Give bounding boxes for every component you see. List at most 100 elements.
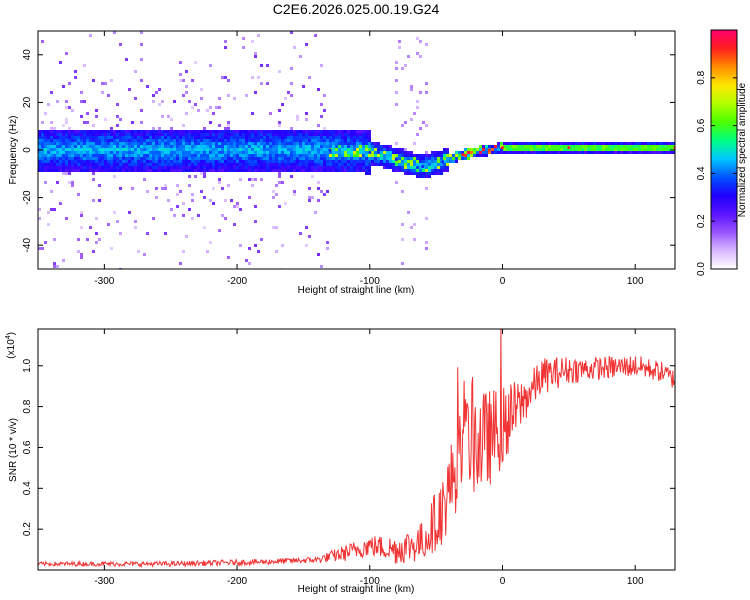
spectrogram-cell [218, 154, 221, 157]
spectrogram-cell [200, 154, 203, 157]
spectrogram-cell [398, 154, 401, 157]
spectrogram-cell [227, 142, 230, 145]
spectrogram-cell [470, 154, 473, 157]
spectrogram-cell [143, 148, 146, 151]
spectrogram-cell [545, 151, 548, 154]
spectrogram-cell [212, 145, 215, 148]
spectrogram-cell [56, 133, 59, 136]
spectrogram-cell [239, 178, 242, 181]
spectrogram-cell [290, 133, 293, 136]
spectrogram-cell [278, 169, 281, 172]
spectrogram-cell [671, 151, 674, 154]
spectrogram-cell [467, 157, 470, 160]
spectrogram-cell [215, 106, 218, 109]
spectrogram-cell [104, 82, 107, 85]
spectrogram-cell [293, 193, 296, 196]
spectrogram-cell [317, 181, 320, 184]
snr-multiplier: (x104) [5, 332, 17, 359]
spectrogram-cell [134, 169, 137, 172]
spectrogram-cell [314, 142, 317, 145]
spectrogram-cell [509, 142, 512, 145]
spectrogram-cell [578, 142, 581, 145]
spectrogram-cell [122, 166, 125, 169]
spectrogram-cell [338, 139, 341, 142]
spectrogram-cell [644, 151, 647, 154]
spectrogram-cell [158, 169, 161, 172]
spectrogram-cell [116, 124, 119, 127]
spectrogram-cell [92, 136, 95, 139]
spectrogram-cell [593, 151, 596, 154]
spectrogram-cell [608, 142, 611, 145]
spectrogram-cell [113, 145, 116, 148]
spectrogram-cell [206, 250, 209, 253]
spectrogram-cell [620, 142, 623, 145]
spectrogram-cell [209, 130, 212, 133]
spectrogram-cell [293, 133, 296, 136]
spectrogram-cell [71, 109, 74, 112]
spectrogram-cell [272, 190, 275, 193]
spectrogram-cell [92, 160, 95, 163]
spectrogram-cell [119, 187, 122, 190]
spectrogram-cell [353, 142, 356, 145]
spectrogram-cell [251, 178, 254, 181]
spectrogram-cell [287, 151, 290, 154]
spectrogram-cell [179, 148, 182, 151]
spectrogram-cell [623, 151, 626, 154]
spectrogram-cell [419, 91, 422, 94]
spectrogram-cell [302, 166, 305, 169]
spectrogram-cell [200, 139, 203, 142]
spectrogram-cell [137, 130, 140, 133]
spectrogram-cell [134, 133, 137, 136]
spectrogram-cell [338, 151, 341, 154]
spectrogram-cell [182, 202, 185, 205]
spectrogram-cell [110, 247, 113, 250]
spectrogram-cell [410, 88, 413, 91]
spectrogram-cell [248, 166, 251, 169]
spectrogram-cell [410, 160, 413, 163]
spectrogram-cell [134, 166, 137, 169]
spectrogram-cell [128, 166, 131, 169]
spectrogram-cell [461, 157, 464, 160]
spectrogram-cell [368, 136, 371, 139]
spectrogram-cell [104, 139, 107, 142]
spectrogram-cell [170, 169, 173, 172]
spectrogram-cell [341, 151, 344, 154]
spectrogram-cell [275, 157, 278, 160]
spectrogram-cell [212, 112, 215, 115]
spectrogram-cell [353, 169, 356, 172]
spectrogram-cell [536, 148, 539, 151]
spectrogram-cell [143, 133, 146, 136]
spectrogram-cell [290, 127, 293, 130]
spectrogram-cell [251, 133, 254, 136]
spectrogram-cell [83, 136, 86, 139]
spectrogram-cell [284, 142, 287, 145]
spectrogram-cell [362, 145, 365, 148]
spectrogram-cell [227, 157, 230, 160]
spectrogram-cell [98, 169, 101, 172]
spectrogram-cell [92, 199, 95, 202]
spectrogram-cell [122, 133, 125, 136]
spectrogram-cell [185, 163, 188, 166]
spectrogram-cell [38, 145, 41, 148]
spectrogram-cell [71, 154, 74, 157]
spectrogram-cell [359, 169, 362, 172]
spectrogram-cell [665, 145, 668, 148]
spectrogram-cell [362, 163, 365, 166]
spectrogram-cell [236, 154, 239, 157]
spectrogram-cell [167, 145, 170, 148]
spectrogram-cell [176, 139, 179, 142]
spectrogram-cell [137, 154, 140, 157]
spectrogram-cell [245, 169, 248, 172]
spectrogram-cell [170, 127, 173, 130]
spectrogram-cell [542, 145, 545, 148]
spectrogram-cell [221, 166, 224, 169]
spectrogram-cell [221, 148, 224, 151]
spectrogram-cell [53, 160, 56, 163]
spectrogram-cell [59, 166, 62, 169]
snr-multiplier-close: ) [6, 332, 17, 335]
spectrogram-cell [86, 160, 89, 163]
spectrogram-cell [122, 148, 125, 151]
spectrogram-cell [497, 148, 500, 151]
spectrogram-cell [59, 163, 62, 166]
spectrogram-cell [533, 142, 536, 145]
